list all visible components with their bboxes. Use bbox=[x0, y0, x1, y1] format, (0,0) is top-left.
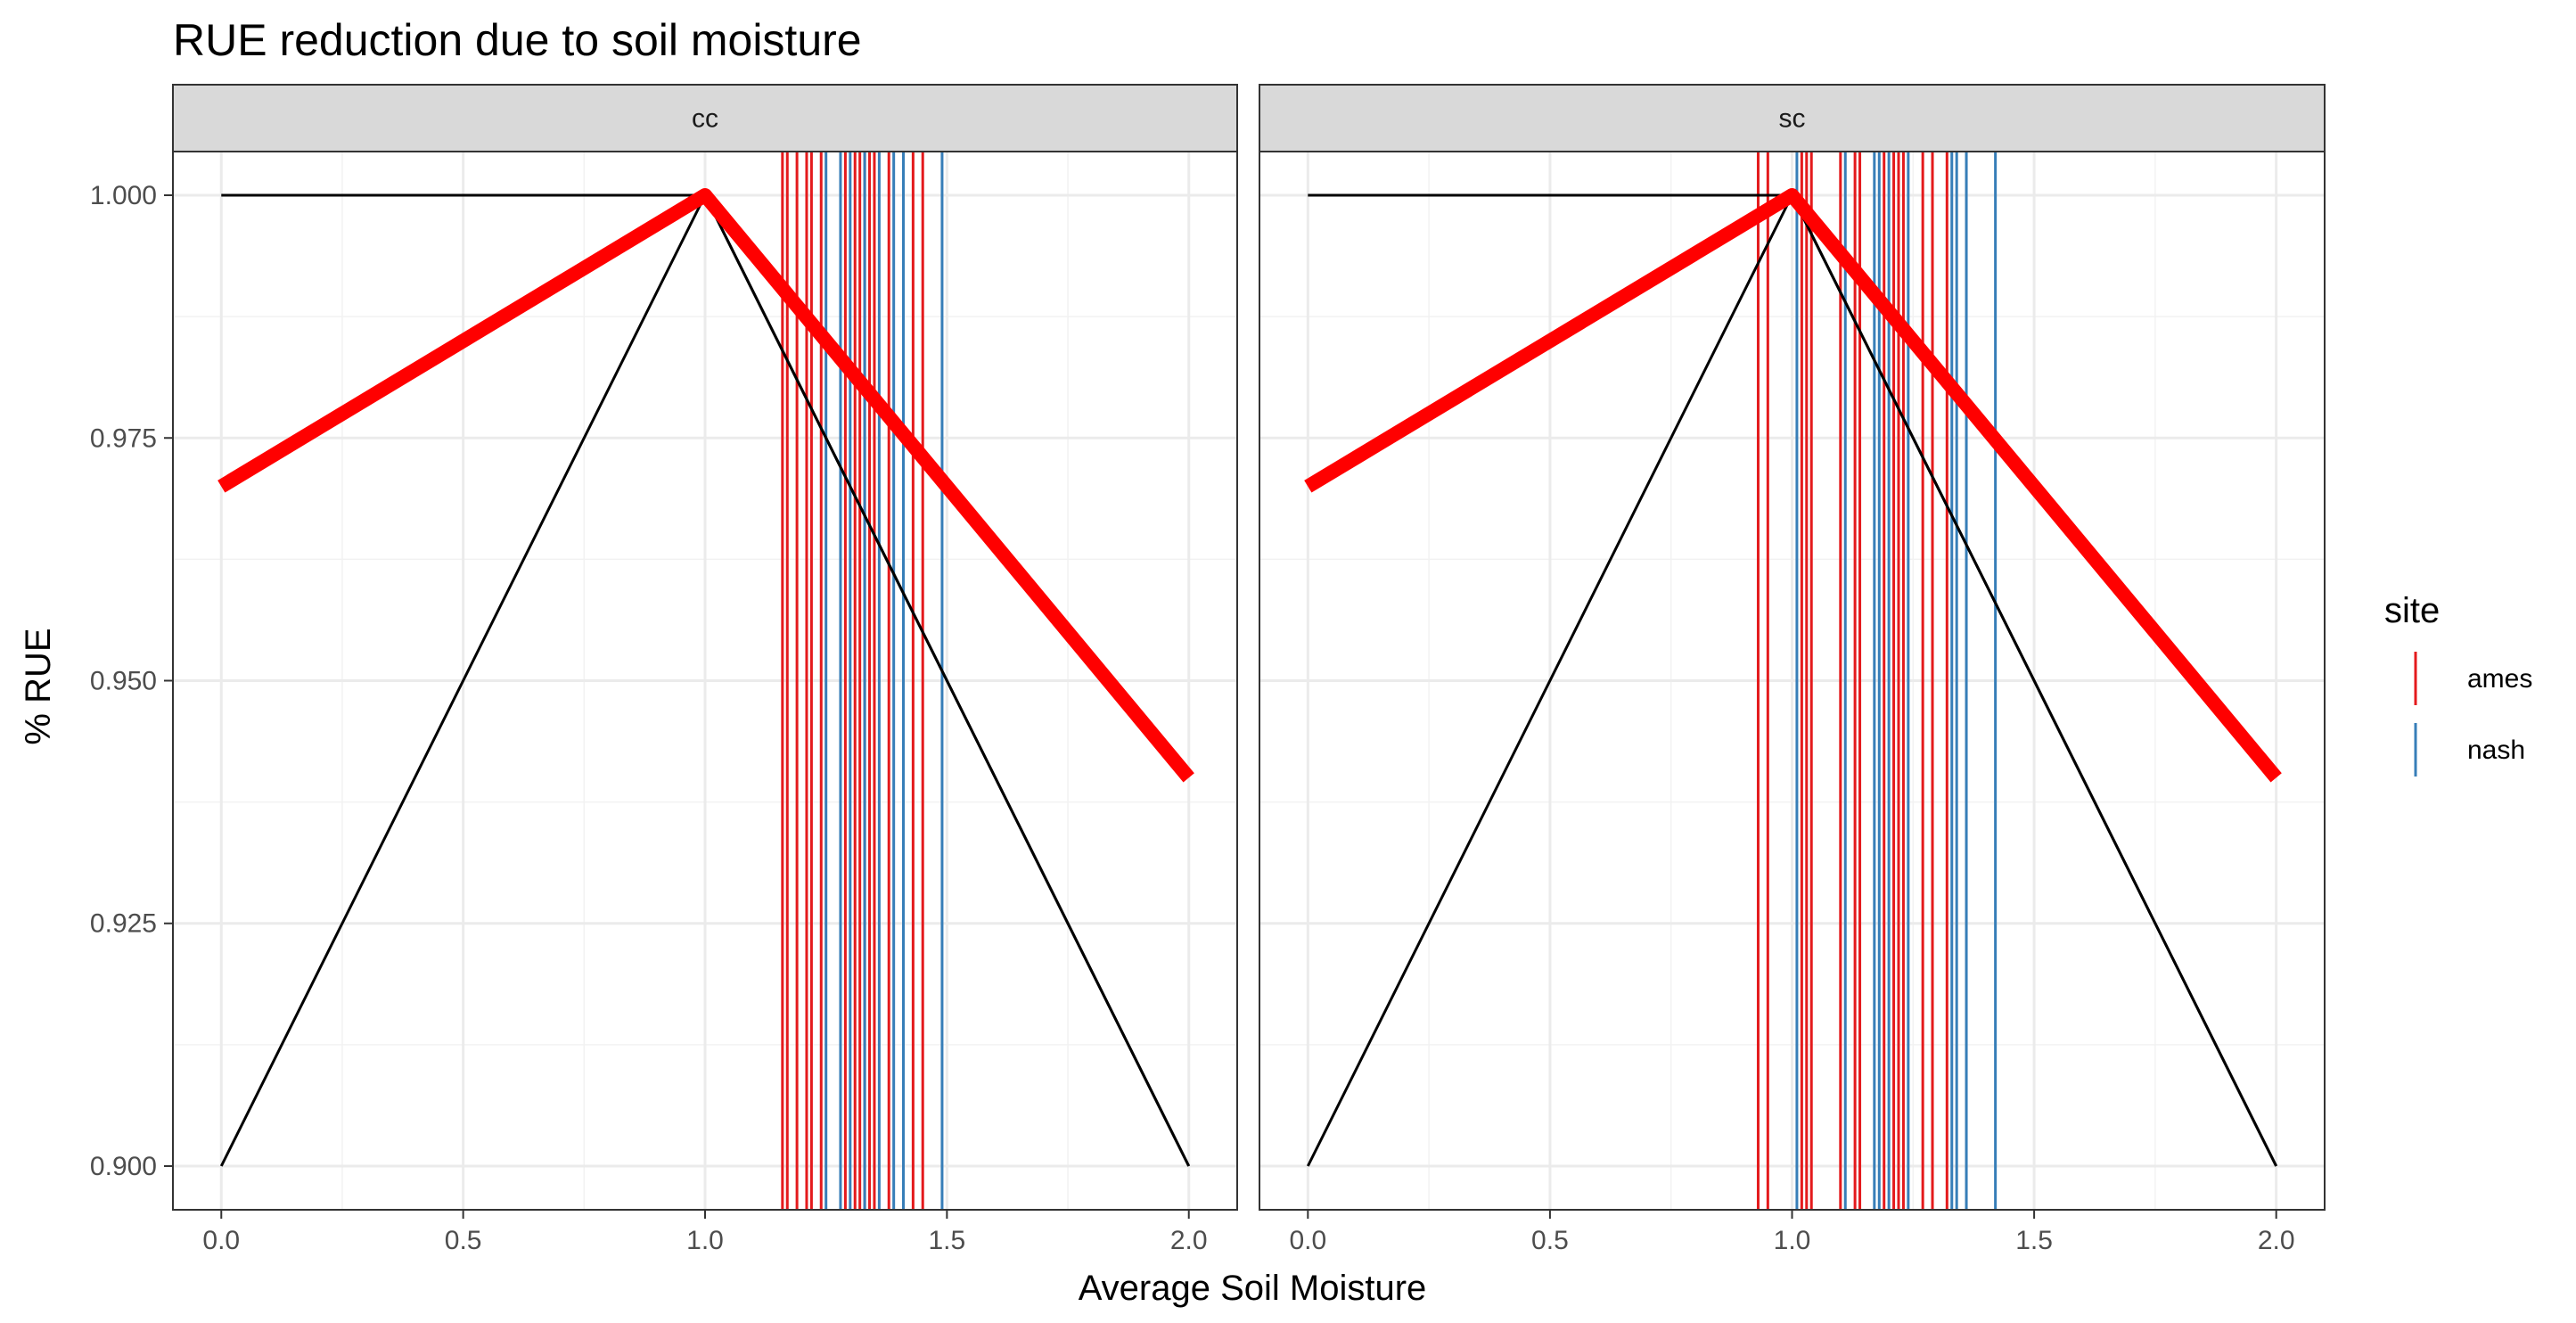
y-tick-label: 0.975 bbox=[90, 423, 157, 453]
x-tick-label: 0.5 bbox=[445, 1226, 482, 1255]
legend-title: site bbox=[2384, 591, 2440, 630]
facet-label-cc: cc bbox=[692, 104, 718, 134]
y-tick-label: 0.925 bbox=[90, 909, 157, 939]
y-tick-label: 1.000 bbox=[90, 181, 157, 210]
x-tick-label: 1.0 bbox=[1774, 1226, 1811, 1255]
panel-sc: sc 0.0 0.5 1.0 1.5 2.0 bbox=[1259, 84, 2326, 1255]
facet-label-sc: sc bbox=[1779, 104, 1806, 134]
facet-strip-cc bbox=[172, 84, 1238, 152]
x-tick-label: 1.5 bbox=[929, 1226, 966, 1255]
y-axis-title: % RUE bbox=[19, 628, 58, 744]
y-tick-label: 0.900 bbox=[90, 1152, 157, 1181]
panel-cc: cc 0.0 0.5 1.0 1.5 2.0 0.900 0.925 0.950 0.975 1.0… bbox=[90, 84, 1238, 1255]
legend: site ames nash bbox=[2384, 591, 2532, 777]
x-tick-label: 2.0 bbox=[1170, 1226, 1208, 1255]
rue-curve-line-2 bbox=[1304, 188, 2282, 783]
x-tick-label: 0.5 bbox=[1531, 1226, 1569, 1255]
legend-label-nash: nash bbox=[2467, 735, 2525, 765]
x-tick-label: 1.5 bbox=[2015, 1226, 2053, 1255]
x-tick-label: 1.0 bbox=[686, 1226, 724, 1255]
panels: cc 0.0 0.5 1.0 1.5 2.0 0.900 0.925 0.950 0.975 1.0… bbox=[90, 84, 2326, 1255]
chart-title: RUE reduction due to soil moisture bbox=[173, 15, 862, 65]
y-tick-label: 0.950 bbox=[90, 667, 157, 696]
x-tick-label: 2.0 bbox=[2258, 1226, 2295, 1255]
rue-curve-line-2 bbox=[217, 188, 1194, 783]
legend-label-ames: ames bbox=[2467, 664, 2532, 694]
x-tick-label: 0.0 bbox=[202, 1226, 240, 1255]
x-tick-label: 0.0 bbox=[1289, 1226, 1326, 1255]
x-axis-title: Average Soil Moisture bbox=[1079, 1269, 1427, 1308]
facet-strip-sc bbox=[1259, 84, 2326, 152]
